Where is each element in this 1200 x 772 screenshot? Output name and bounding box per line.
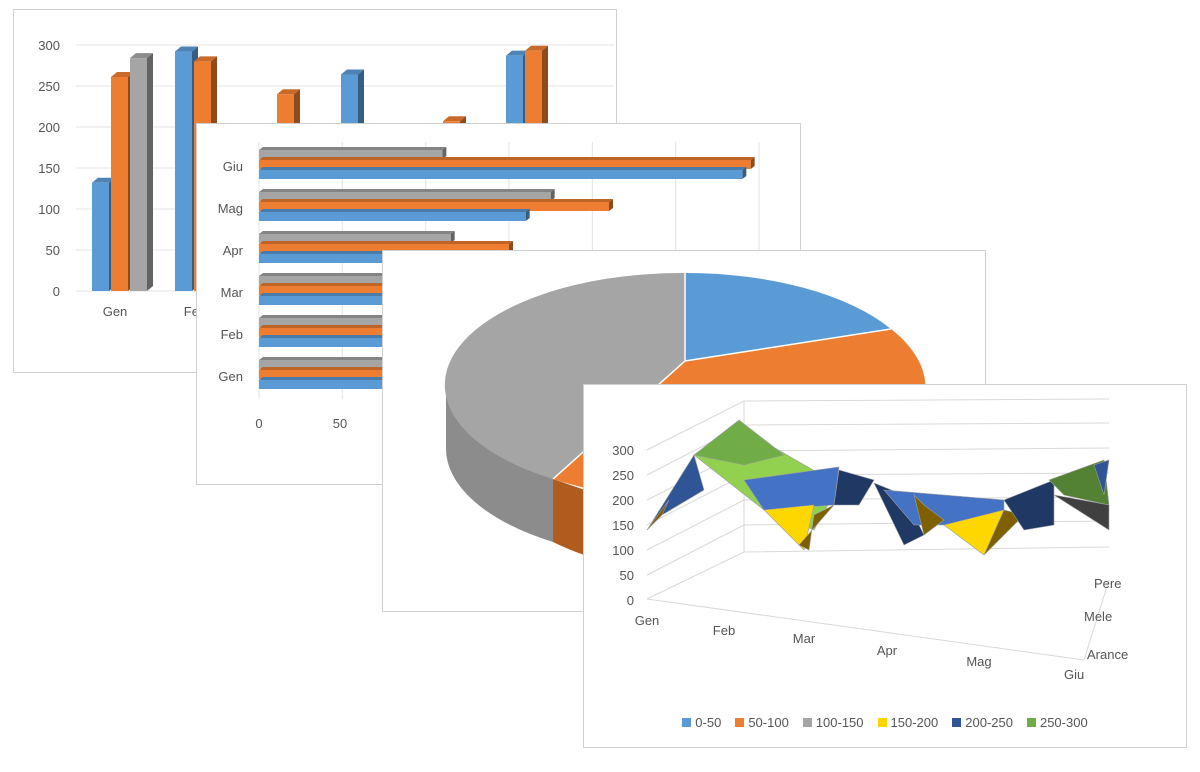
bar-end — [750, 157, 755, 169]
legend-item: 200-250 — [952, 715, 1013, 730]
legend-label: 50-100 — [748, 715, 789, 730]
bar-end — [442, 147, 447, 159]
legend-swatch — [802, 718, 812, 727]
legend-label: 150-200 — [890, 715, 939, 730]
z-tick: 100 — [612, 543, 634, 558]
bar-end — [450, 231, 455, 243]
legend-swatch — [682, 718, 692, 727]
bar — [130, 58, 147, 292]
bar-top — [525, 45, 548, 51]
x-tick-50: 50 — [333, 416, 347, 431]
bar-top — [259, 231, 455, 234]
z-tick: 200 — [612, 493, 634, 508]
bar-top — [341, 69, 364, 75]
legend-swatch — [735, 718, 745, 727]
y-tick-label: Mar — [221, 285, 244, 300]
bar-top — [443, 116, 466, 122]
bar-top — [175, 46, 198, 52]
legend-label: 250-300 — [1039, 715, 1088, 730]
y-tick: 100 — [38, 202, 60, 217]
x-tick: Mar — [793, 631, 816, 646]
legend-item: 0-50 — [682, 715, 721, 730]
x-tick-0: 0 — [255, 416, 262, 431]
y-tick: 50 — [46, 243, 60, 258]
y-tick-label: Mag — [218, 201, 243, 216]
legend-item: 50-100 — [735, 715, 789, 730]
x-tick: Feb — [713, 623, 735, 638]
bar-top — [506, 50, 529, 56]
bar — [259, 170, 743, 179]
bar — [175, 51, 192, 292]
bar-top — [111, 71, 134, 77]
legend-label: 100-150 — [815, 715, 864, 730]
legend-label: 0-50 — [695, 715, 722, 730]
depth-label-mele: Mele — [1084, 609, 1112, 624]
bar-top — [194, 56, 217, 62]
depth-label-pere: Pere — [1094, 576, 1121, 591]
x-tick-gen: Gen — [103, 304, 128, 319]
bar — [259, 192, 551, 201]
bar — [259, 244, 509, 253]
x-tick: Gen — [635, 613, 660, 628]
y-tick-label: Giu — [223, 159, 243, 174]
bar-end — [525, 209, 530, 221]
bar-end — [609, 199, 613, 211]
bar — [259, 212, 526, 221]
y-tick-label: Gen — [218, 369, 243, 384]
legend-item: 100-150 — [802, 715, 864, 730]
z-tick: 300 — [612, 443, 634, 458]
bar-side — [147, 53, 153, 292]
bar-end — [550, 189, 555, 201]
y-tick-label: Feb — [221, 327, 243, 342]
x-tick: Mag — [966, 654, 991, 669]
bar-top — [92, 177, 115, 183]
bar-end — [742, 167, 747, 179]
y-tick: 300 — [38, 38, 60, 53]
legend-swatch — [952, 718, 962, 727]
y-tick: 200 — [38, 120, 60, 135]
legend-label: 200-250 — [965, 715, 1013, 730]
bar — [259, 160, 751, 169]
z-tick: 250 — [612, 468, 634, 483]
bar — [111, 76, 128, 291]
pie-slice-pere — [444, 272, 685, 479]
depth-label-arance: Arance — [1087, 647, 1128, 662]
bar — [259, 150, 443, 159]
bar-top — [259, 157, 755, 160]
bar-top — [259, 199, 613, 202]
y-tick: 150 — [38, 161, 60, 176]
bar-top — [259, 167, 747, 170]
legend-item: 150-200 — [877, 715, 939, 730]
pie-slice-arance — [685, 272, 891, 361]
z-tick: 150 — [612, 518, 634, 533]
bar-top — [259, 189, 555, 192]
y-tick: 250 — [38, 79, 60, 94]
y-tick: 0 — [53, 284, 60, 299]
bar — [259, 202, 609, 211]
z-tick: 0 — [627, 593, 634, 608]
bar-top — [259, 209, 530, 212]
y-tick-label: Apr — [223, 243, 244, 258]
bar — [92, 182, 109, 291]
legend-swatch — [1026, 718, 1036, 727]
bar-top — [277, 89, 300, 95]
bar-top — [130, 53, 153, 59]
bar — [259, 234, 451, 243]
legend-item: 250-300 — [1026, 715, 1088, 730]
bar-top — [259, 147, 447, 150]
depth-label-giu: Giu — [1064, 667, 1084, 682]
surface-chart-panel[interactable]: 300 250 200 150 100 50 0 Gen Feb Mar Apr Mag Pere … — [583, 384, 1187, 748]
x-tick: Apr — [877, 643, 898, 658]
z-tick: 50 — [620, 568, 634, 583]
bar-top — [259, 241, 513, 244]
legend-swatch — [877, 718, 887, 727]
surface-legend: 0-50 50-100 100-150 150-200 200-250 250-… — [584, 715, 1186, 730]
